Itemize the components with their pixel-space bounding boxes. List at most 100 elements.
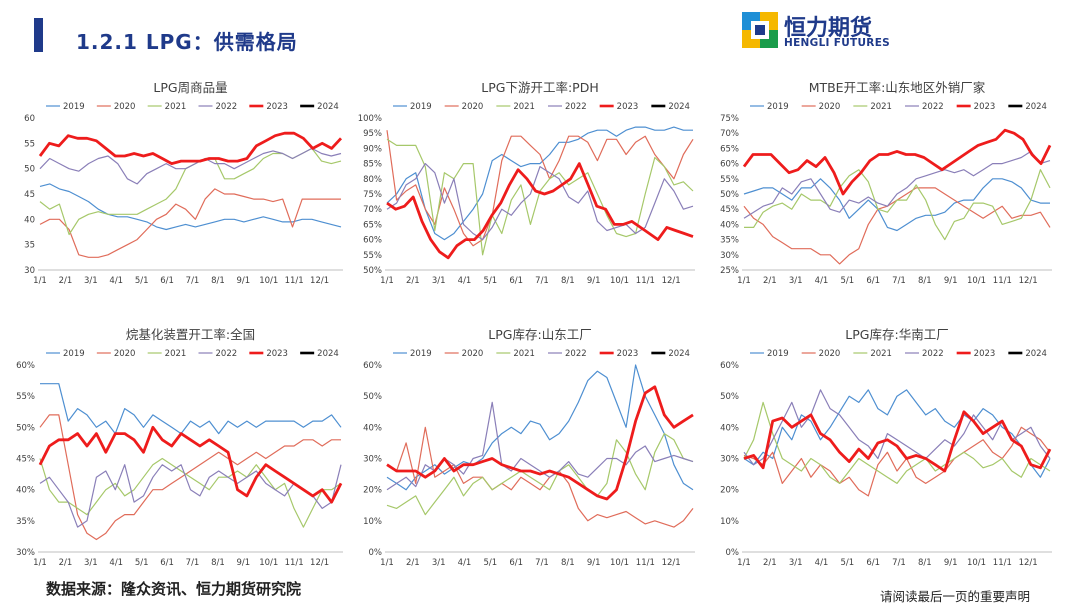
chart-title: LPG周商品量	[153, 80, 227, 95]
y-tick-label: 20%	[720, 486, 739, 496]
series-line-2021	[744, 169, 1051, 241]
header-accent-bar	[34, 18, 43, 52]
legend-label-2020: 2020	[114, 349, 136, 359]
x-tick-label: 2/1	[406, 276, 420, 286]
x-tick-label: 8/1	[561, 558, 575, 568]
data-source-note: 数据来源：隆众资讯、恒力期货研究院	[46, 580, 302, 598]
series-line-2023	[386, 385, 694, 501]
legend-label-2023: 2023	[617, 349, 639, 359]
legend-label-2024: 2024	[668, 349, 690, 359]
series-line-2023	[742, 128, 1052, 196]
x-tick-label: 5/1	[135, 558, 149, 568]
series-line-2022	[386, 401, 694, 491]
legend-label-2021: 2021	[870, 349, 892, 359]
x-tick-label: 6/1	[509, 558, 523, 568]
series-line-2023	[38, 131, 343, 165]
y-tick-label: 60%	[363, 236, 382, 246]
chart-legend: 2019 2020 2021 2022 2023 2024	[750, 102, 1047, 112]
y-tick-label: 10%	[720, 517, 739, 527]
series-line-2023	[386, 162, 694, 260]
series-line-2021	[386, 432, 694, 516]
legend-label-2024: 2024	[1025, 102, 1047, 112]
y-tick-label: 60%	[363, 361, 382, 371]
x-tick-label: 8/1	[561, 276, 575, 286]
series-line-2022	[39, 464, 342, 528]
legend-label-2021: 2021	[870, 102, 892, 112]
y-tick-label: 60%	[720, 160, 739, 170]
x-tick-label: 10/1	[610, 276, 629, 286]
x-tick-label: 11/1	[636, 276, 655, 286]
series-line-2020	[39, 414, 341, 541]
series-line-2019	[743, 178, 1050, 232]
chart-title: LPG库存:山东工厂	[488, 327, 591, 342]
x-tick-label: 1/1	[737, 558, 751, 568]
y-tick-label: 40%	[720, 220, 739, 230]
x-tick-label: 6/1	[160, 558, 174, 568]
y-tick-label: 45	[24, 190, 35, 200]
y-tick-label: 50%	[720, 190, 739, 200]
series-line-2020	[39, 188, 341, 258]
x-tick-label: 1/1	[380, 276, 394, 286]
y-tick-label: 55%	[363, 251, 382, 261]
x-tick-label: 12/1	[1019, 558, 1038, 568]
x-tick-label: 9/1	[944, 276, 958, 286]
x-tick-label: 7/1	[892, 276, 906, 286]
y-tick-label: 90%	[363, 144, 382, 154]
legend-label-2020: 2020	[819, 102, 841, 112]
x-tick-label: 2/1	[763, 558, 777, 568]
x-tick-label: 6/1	[160, 276, 174, 286]
x-tick-label: 3/1	[84, 558, 98, 568]
x-tick-label: 4/1	[815, 558, 829, 568]
legend-label-2019: 2019	[767, 349, 789, 359]
disclaimer-note: 请阅读最后一页的重要声明	[880, 589, 1031, 604]
x-tick-label: 11/1	[993, 276, 1012, 286]
y-tick-label: 20%	[363, 486, 382, 496]
y-tick-label: 30%	[16, 548, 35, 558]
y-tick-label: 50	[24, 165, 35, 175]
x-tick-label: 9/1	[587, 558, 601, 568]
company-logo: 恒力期货 HENGLI FUTURES	[742, 12, 912, 52]
legend-label-2023: 2023	[266, 102, 288, 112]
x-tick-label: 10/1	[967, 276, 986, 286]
x-tick-label: 3/1	[84, 276, 98, 286]
legend-label-2023: 2023	[266, 349, 288, 359]
series-line-2022	[743, 389, 1051, 466]
y-tick-label: 35%	[16, 517, 35, 527]
y-tick-label: 70%	[363, 205, 382, 215]
y-tick-label: 50%	[16, 423, 35, 433]
chart-shandong-inventory: LPG库存:山东工厂 2019 2020 2021 2022 2023 2024 0% 10% 2…	[355, 325, 705, 570]
y-tick-label: 35	[24, 241, 35, 251]
x-tick-label: 10/1	[259, 276, 278, 286]
x-tick-label: 6/1	[509, 276, 523, 286]
chart-legend: 2019 2020 2021 2022 2023 2024	[393, 349, 690, 359]
series-line-2019	[386, 126, 693, 241]
chart-title: 烷基化装置开工率:全国	[126, 327, 255, 342]
series-line-2022	[743, 150, 1051, 219]
x-tick-label: 4/1	[109, 276, 123, 286]
x-tick-label: 4/1	[458, 276, 472, 286]
x-tick-label: 9/1	[236, 276, 250, 286]
x-tick-label: 4/1	[815, 276, 829, 286]
x-tick-label: 2/1	[763, 276, 777, 286]
y-tick-label: 50%	[363, 266, 382, 276]
y-tick-label: 65%	[363, 220, 382, 230]
x-tick-label: 11/1	[285, 558, 304, 568]
x-tick-label: 5/1	[840, 558, 854, 568]
x-tick-label: 9/1	[944, 558, 958, 568]
y-tick-label: 65%	[720, 144, 739, 154]
y-tick-label: 50%	[363, 392, 382, 402]
legend-label-2024: 2024	[1025, 349, 1047, 359]
chart-pdh-utilization: LPG下游开工率:PDH 2019 2020 2021 2022 2023 2024 50% 5…	[355, 78, 705, 288]
x-tick-label: 4/1	[109, 558, 123, 568]
x-tick-label: 2/1	[406, 558, 420, 568]
x-tick-label: 7/1	[186, 558, 200, 568]
chart-lpg-weekly-volume: LPG周商品量 2019 2020 2021 2022 2023 2024 30 35 40 45 5…	[8, 78, 353, 288]
legend-label-2024: 2024	[317, 102, 339, 112]
logo-text-en: HENGLI FUTURES	[784, 37, 891, 49]
chart-south-china-inventory: LPG库存:华南工厂 2019 2020 2021 2022 2023 2024 0% 10% 2…	[712, 325, 1062, 570]
x-tick-label: 11/1	[285, 276, 304, 286]
x-tick-label: 6/1	[866, 276, 880, 286]
x-tick-label: 8/1	[918, 276, 932, 286]
x-tick-label: 2/1	[59, 276, 73, 286]
legend-label-2022: 2022	[565, 102, 587, 112]
